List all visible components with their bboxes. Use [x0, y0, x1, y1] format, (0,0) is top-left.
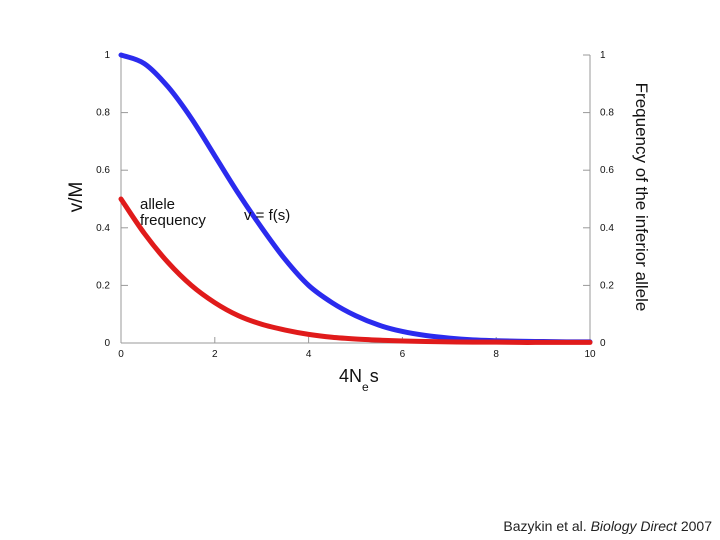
y-tick-label-right-5: 1 — [600, 50, 606, 61]
y-axis-label-right: Frequency of the inferior allele — [632, 83, 651, 312]
annotation-v-fs: v = f(s) — [244, 207, 290, 224]
x-tick-label-2: 4 — [306, 349, 312, 360]
figure-credit: Bazykin et al. Biology Direct 2007 — [503, 518, 712, 534]
x-axis-label: 4Nes — [339, 366, 379, 394]
series-line-1 — [118, 196, 593, 345]
annotation-allele-line1: allele — [140, 196, 175, 213]
credit-authors: Bazykin et al. — [503, 518, 587, 534]
y-tick-label-right-4: 0.8 — [600, 108, 614, 119]
x-tick-label-5: 10 — [584, 349, 596, 360]
x-tick-label-1: 2 — [212, 349, 218, 360]
y-axis-label-left: v/M — [66, 182, 87, 213]
credit-year: 2007 — [680, 518, 712, 534]
y-tick-label-right-1: 0.2 — [600, 280, 614, 291]
x-tick-label-0: 0 — [118, 349, 124, 360]
chart-ticks: 0 00.2 0.20.4 0.40.6 0.60.8 0.81 10 2 4 6 8 10 — [96, 50, 614, 360]
x-axis-label-sub: e — [362, 380, 369, 394]
credit-journal: Biology Direct — [590, 518, 677, 534]
x-tick-label-3: 6 — [400, 349, 406, 360]
annotation-allele-line2: frequency — [140, 212, 206, 229]
y-tick-label-left-4: 0.8 — [96, 108, 110, 119]
chart-series — [118, 52, 593, 345]
y-tick-label-left-5: 1 — [104, 50, 110, 61]
x-tick-label-4: 8 — [493, 349, 499, 360]
x-axis-label-tail: s — [370, 366, 379, 386]
y-tick-label-left-1: 0.2 — [96, 280, 110, 291]
y-tick-label-right-2: 0.4 — [600, 223, 614, 234]
y-tick-label-left-2: 0.4 — [96, 223, 110, 234]
series-line-0 — [118, 52, 593, 345]
y-tick-label-right-3: 0.6 — [600, 165, 614, 176]
y-tick-label-right-0: 0 — [600, 338, 606, 349]
chart-labels: v/M Frequency of the inferior allele 4Ne… — [66, 83, 651, 394]
y-tick-label-left-3: 0.6 — [96, 165, 110, 176]
chart-axes — [120, 55, 591, 344]
y-tick-label-left-0: 0 — [104, 338, 110, 349]
x-axis-label-main: 4N — [339, 366, 362, 386]
